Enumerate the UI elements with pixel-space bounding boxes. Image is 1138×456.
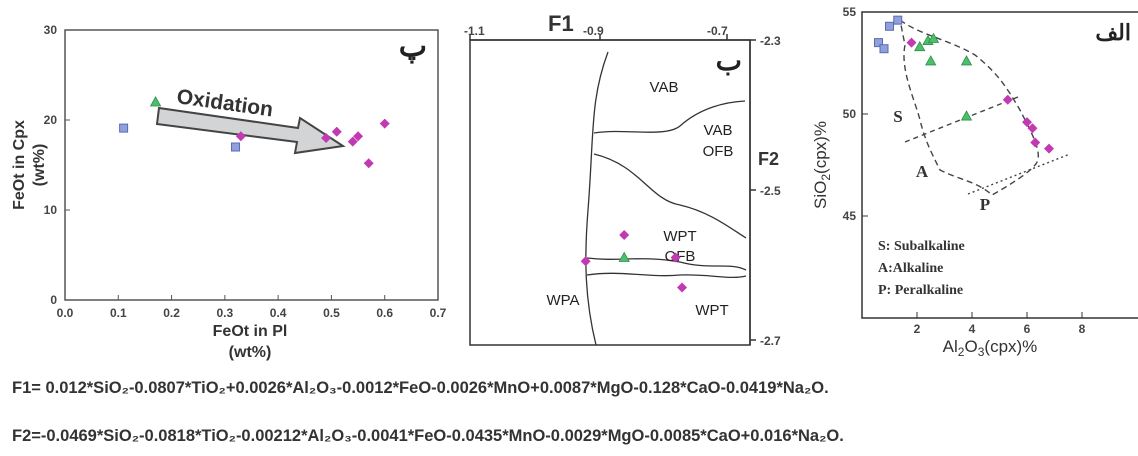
right-x-tick: 2 bbox=[914, 322, 921, 336]
data-point bbox=[379, 118, 390, 129]
right-x-ticks: 2 4 6 8 bbox=[914, 312, 1086, 336]
data-point bbox=[879, 44, 889, 54]
data-point bbox=[927, 32, 940, 43]
data-point bbox=[231, 142, 241, 152]
left-x-tick: 0.1 bbox=[110, 306, 127, 320]
data-point bbox=[914, 40, 926, 52]
left-x-axis-unit: (wt%) bbox=[229, 344, 272, 361]
middle-field-boundaries bbox=[585, 51, 747, 346]
field-label-ofb-2: OFB bbox=[665, 248, 696, 265]
right-chart: 2 4 6 8 55 50 45 الف S A P S: Subalkaline A:A… bbox=[811, 5, 1138, 359]
left-x-axis-label: FeOt in Pl bbox=[213, 323, 288, 340]
right-y-ticks: 55 50 45 bbox=[843, 5, 868, 223]
field-label-vab-ofb: VAB bbox=[704, 122, 733, 139]
left-plot-frame bbox=[64, 29, 439, 301]
data-point bbox=[353, 131, 364, 142]
left-y-tick: 30 bbox=[44, 23, 58, 37]
data-point bbox=[321, 133, 332, 143]
right-y-tick: 50 bbox=[843, 107, 857, 121]
middle-y-tick: -2.3 bbox=[760, 34, 781, 48]
data-point bbox=[906, 37, 917, 48]
left-panel-label: پ bbox=[399, 30, 427, 65]
left-points bbox=[119, 96, 390, 169]
data-point bbox=[119, 123, 129, 133]
left-y-tick: 20 bbox=[44, 113, 58, 127]
legend-item: S: Subalkaline bbox=[878, 239, 965, 254]
data-point bbox=[1030, 137, 1041, 148]
data-point bbox=[925, 55, 937, 66]
left-y-tick: 0 bbox=[50, 293, 57, 307]
data-point bbox=[670, 252, 681, 263]
right-field-boundaries bbox=[898, 18, 1071, 196]
field-label-ofb: OFB bbox=[703, 143, 734, 160]
field-label-subalkaline: S bbox=[893, 107, 902, 126]
right-y-tick: 55 bbox=[843, 5, 857, 19]
data-point bbox=[1002, 94, 1013, 105]
left-x-tick: 0.4 bbox=[270, 306, 287, 320]
field-label-peralkaline: P bbox=[980, 195, 990, 214]
data-point bbox=[1044, 143, 1054, 154]
field-label-wpt: WPT bbox=[695, 302, 728, 319]
middle-panel-label: ب bbox=[716, 45, 742, 76]
data-point bbox=[960, 55, 973, 66]
right-plot-frame bbox=[861, 11, 1138, 319]
middle-y-axis-label: F2 bbox=[758, 149, 779, 169]
data-point bbox=[331, 126, 342, 137]
left-x-tick: 0.2 bbox=[163, 306, 180, 320]
oxidation-arrow bbox=[155, 106, 346, 155]
right-x-tick: 6 bbox=[1024, 322, 1031, 336]
right-x-tick: 8 bbox=[1079, 322, 1086, 336]
data-point bbox=[235, 131, 246, 142]
data-point bbox=[960, 110, 973, 121]
data-point bbox=[1027, 123, 1038, 134]
middle-x-tick: -1.1 bbox=[464, 24, 485, 38]
left-y-axis-label: FeOt in Cpx bbox=[11, 120, 28, 210]
right-panel-label: الف bbox=[1095, 20, 1131, 45]
left-x-tick: 0.7 bbox=[430, 306, 447, 320]
left-chart: 0.0 0.1 0.2 0.3 0.4 0.5 0.6 0.7 0 10 20 30 پ FeOt … bbox=[11, 23, 447, 361]
data-point bbox=[677, 282, 688, 293]
middle-points bbox=[580, 230, 688, 293]
right-y-axis-label: SiO2(cpx)% bbox=[811, 121, 833, 209]
left-x-tick: 0.5 bbox=[323, 306, 340, 320]
data-point bbox=[893, 15, 903, 25]
right-points bbox=[874, 15, 1054, 154]
field-label-vab: VAB bbox=[650, 79, 679, 96]
left-x-ticks: 0.0 0.1 0.2 0.3 0.4 0.5 0.6 0.7 bbox=[57, 295, 447, 320]
left-y-tick: 10 bbox=[44, 203, 58, 217]
data-point bbox=[619, 230, 630, 240]
data-point bbox=[885, 21, 894, 31]
right-x-tick: 4 bbox=[969, 322, 976, 336]
left-x-tick: 0.3 bbox=[217, 306, 234, 320]
data-point bbox=[363, 158, 374, 169]
data-point bbox=[149, 96, 162, 107]
middle-x-axis-label: F1 bbox=[548, 11, 574, 36]
left-y-ticks: 0 10 20 30 bbox=[44, 23, 70, 307]
middle-chart: -1.1 -0.9 -0.7 F1 -2.3 -2.5 -2.7 F2 ب VA… bbox=[464, 11, 781, 348]
field-label-alkaline: A bbox=[916, 162, 929, 181]
formula-f2: F2=-0.0469*SiO₂-0.0818*TiO₂-0.00212*Al₂O… bbox=[12, 427, 844, 445]
data-point bbox=[618, 251, 630, 262]
left-x-tick: 0.6 bbox=[376, 306, 393, 320]
right-y-tick: 45 bbox=[843, 209, 857, 223]
right-x-axis-label: Al2O3(cpx)% bbox=[943, 337, 1038, 359]
legend-item: A:Alkaline bbox=[878, 261, 943, 276]
field-label-wpa: WPA bbox=[546, 292, 579, 309]
left-y-axis-unit: (wt%) bbox=[31, 144, 48, 187]
legend-item: P: Peralkaline bbox=[878, 283, 963, 298]
field-label-wpt-ofb: WPT bbox=[663, 228, 696, 245]
middle-x-tick: -0.7 bbox=[707, 24, 728, 38]
data-point bbox=[580, 256, 591, 267]
middle-y-tick: -2.7 bbox=[760, 334, 781, 348]
middle-plot-frame bbox=[469, 39, 751, 346]
middle-x-tick: -0.9 bbox=[583, 24, 604, 38]
left-x-tick: 0.0 bbox=[57, 306, 74, 320]
data-point bbox=[874, 38, 883, 48]
middle-y-tick: -2.5 bbox=[760, 184, 781, 198]
formula-f1: F1= 0.012*SiO₂-0.0807*TiO₂+0.0026*Al₂O₃-… bbox=[12, 379, 829, 397]
data-point bbox=[347, 136, 358, 147]
data-point bbox=[1022, 117, 1032, 128]
